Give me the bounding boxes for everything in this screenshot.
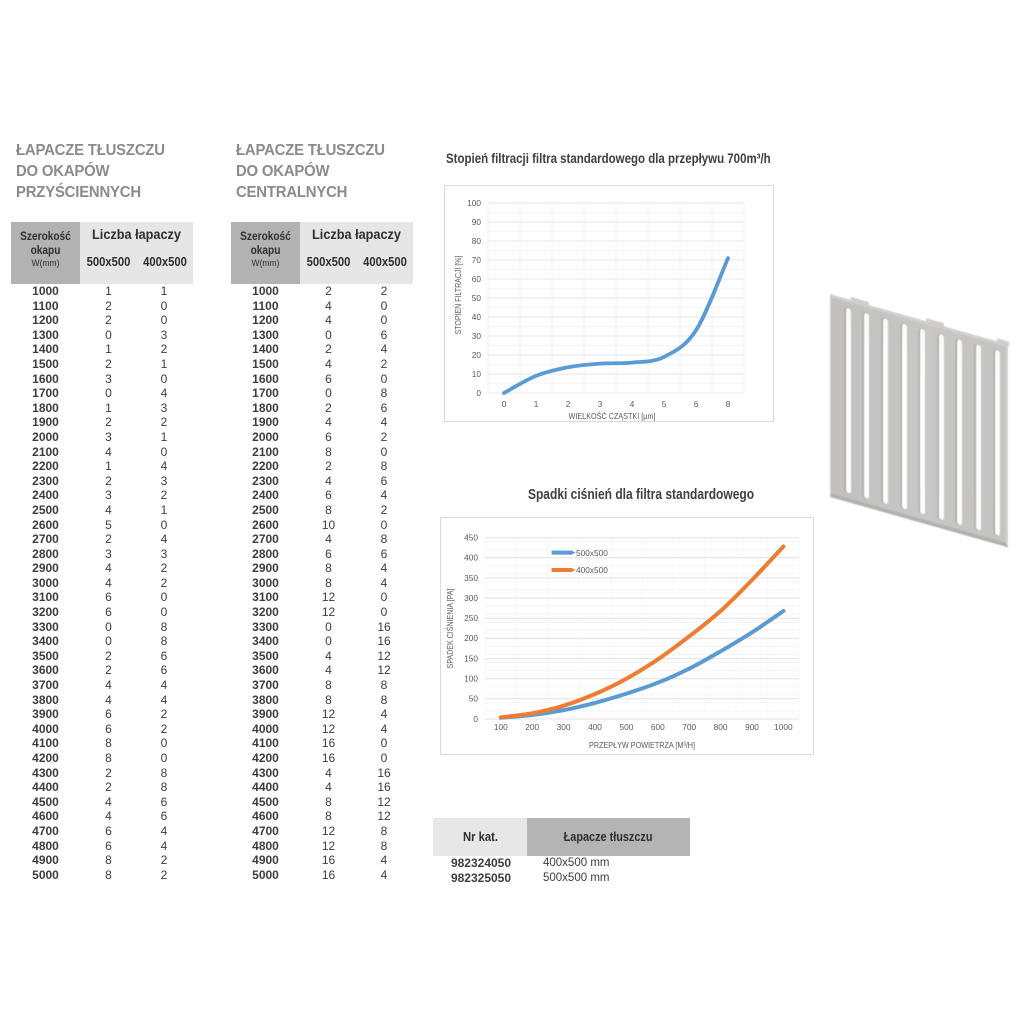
svg-text:0: 0 [473, 714, 478, 724]
svg-text:3: 3 [598, 399, 603, 409]
svg-text:10: 10 [472, 369, 482, 379]
svg-text:50: 50 [472, 293, 482, 303]
svg-text:STOPIEŃ FILTRACJI [%]: STOPIEŃ FILTRACJI [%] [453, 256, 463, 335]
svg-text:80: 80 [472, 236, 482, 246]
svg-text:50: 50 [469, 694, 479, 704]
svg-text:400: 400 [464, 553, 478, 563]
svg-text:100: 100 [494, 722, 508, 732]
svg-text:100: 100 [464, 674, 478, 684]
svg-text:400: 400 [588, 722, 602, 732]
svg-text:900: 900 [745, 722, 759, 732]
svg-text:20: 20 [472, 350, 482, 360]
svg-text:300: 300 [557, 722, 571, 732]
svg-text:300: 300 [464, 593, 478, 603]
svg-text:1: 1 [534, 399, 539, 409]
svg-text:700: 700 [682, 722, 696, 732]
svg-text:70: 70 [472, 255, 482, 265]
svg-text:PRZEPŁYW POWIETRZA [M³/H]: PRZEPŁYW POWIETRZA [M³/H] [589, 740, 695, 750]
svg-text:40: 40 [472, 312, 482, 322]
svg-text:90: 90 [472, 217, 482, 227]
svg-text:WIELKOŚĆ CZĄSTKI [µm]: WIELKOŚĆ CZĄSTKI [µm] [569, 410, 656, 421]
svg-text:600: 600 [651, 722, 665, 732]
svg-text:30: 30 [472, 331, 482, 341]
svg-text:200: 200 [464, 633, 478, 643]
svg-text:4: 4 [630, 399, 635, 409]
svg-text:500: 500 [619, 722, 633, 732]
svg-text:800: 800 [714, 722, 728, 732]
svg-text:5: 5 [662, 399, 667, 409]
svg-text:SPADEK CIŚNIENIA [PA]: SPADEK CIŚNIENIA [PA] [444, 589, 455, 669]
svg-text:0: 0 [502, 399, 507, 409]
svg-text:6: 6 [694, 399, 699, 409]
svg-text:150: 150 [464, 653, 478, 663]
svg-text:500x500: 500x500 [576, 548, 608, 558]
svg-text:60: 60 [472, 274, 482, 284]
svg-text:100: 100 [467, 198, 481, 208]
svg-text:2: 2 [566, 399, 571, 409]
svg-text:400x500: 400x500 [576, 565, 608, 575]
svg-text:200: 200 [525, 722, 539, 732]
svg-text:8: 8 [726, 399, 731, 409]
svg-text:450: 450 [464, 533, 478, 543]
svg-text:350: 350 [464, 573, 478, 583]
svg-text:1000: 1000 [774, 722, 793, 732]
svg-text:0: 0 [476, 388, 481, 398]
svg-text:250: 250 [464, 613, 478, 623]
